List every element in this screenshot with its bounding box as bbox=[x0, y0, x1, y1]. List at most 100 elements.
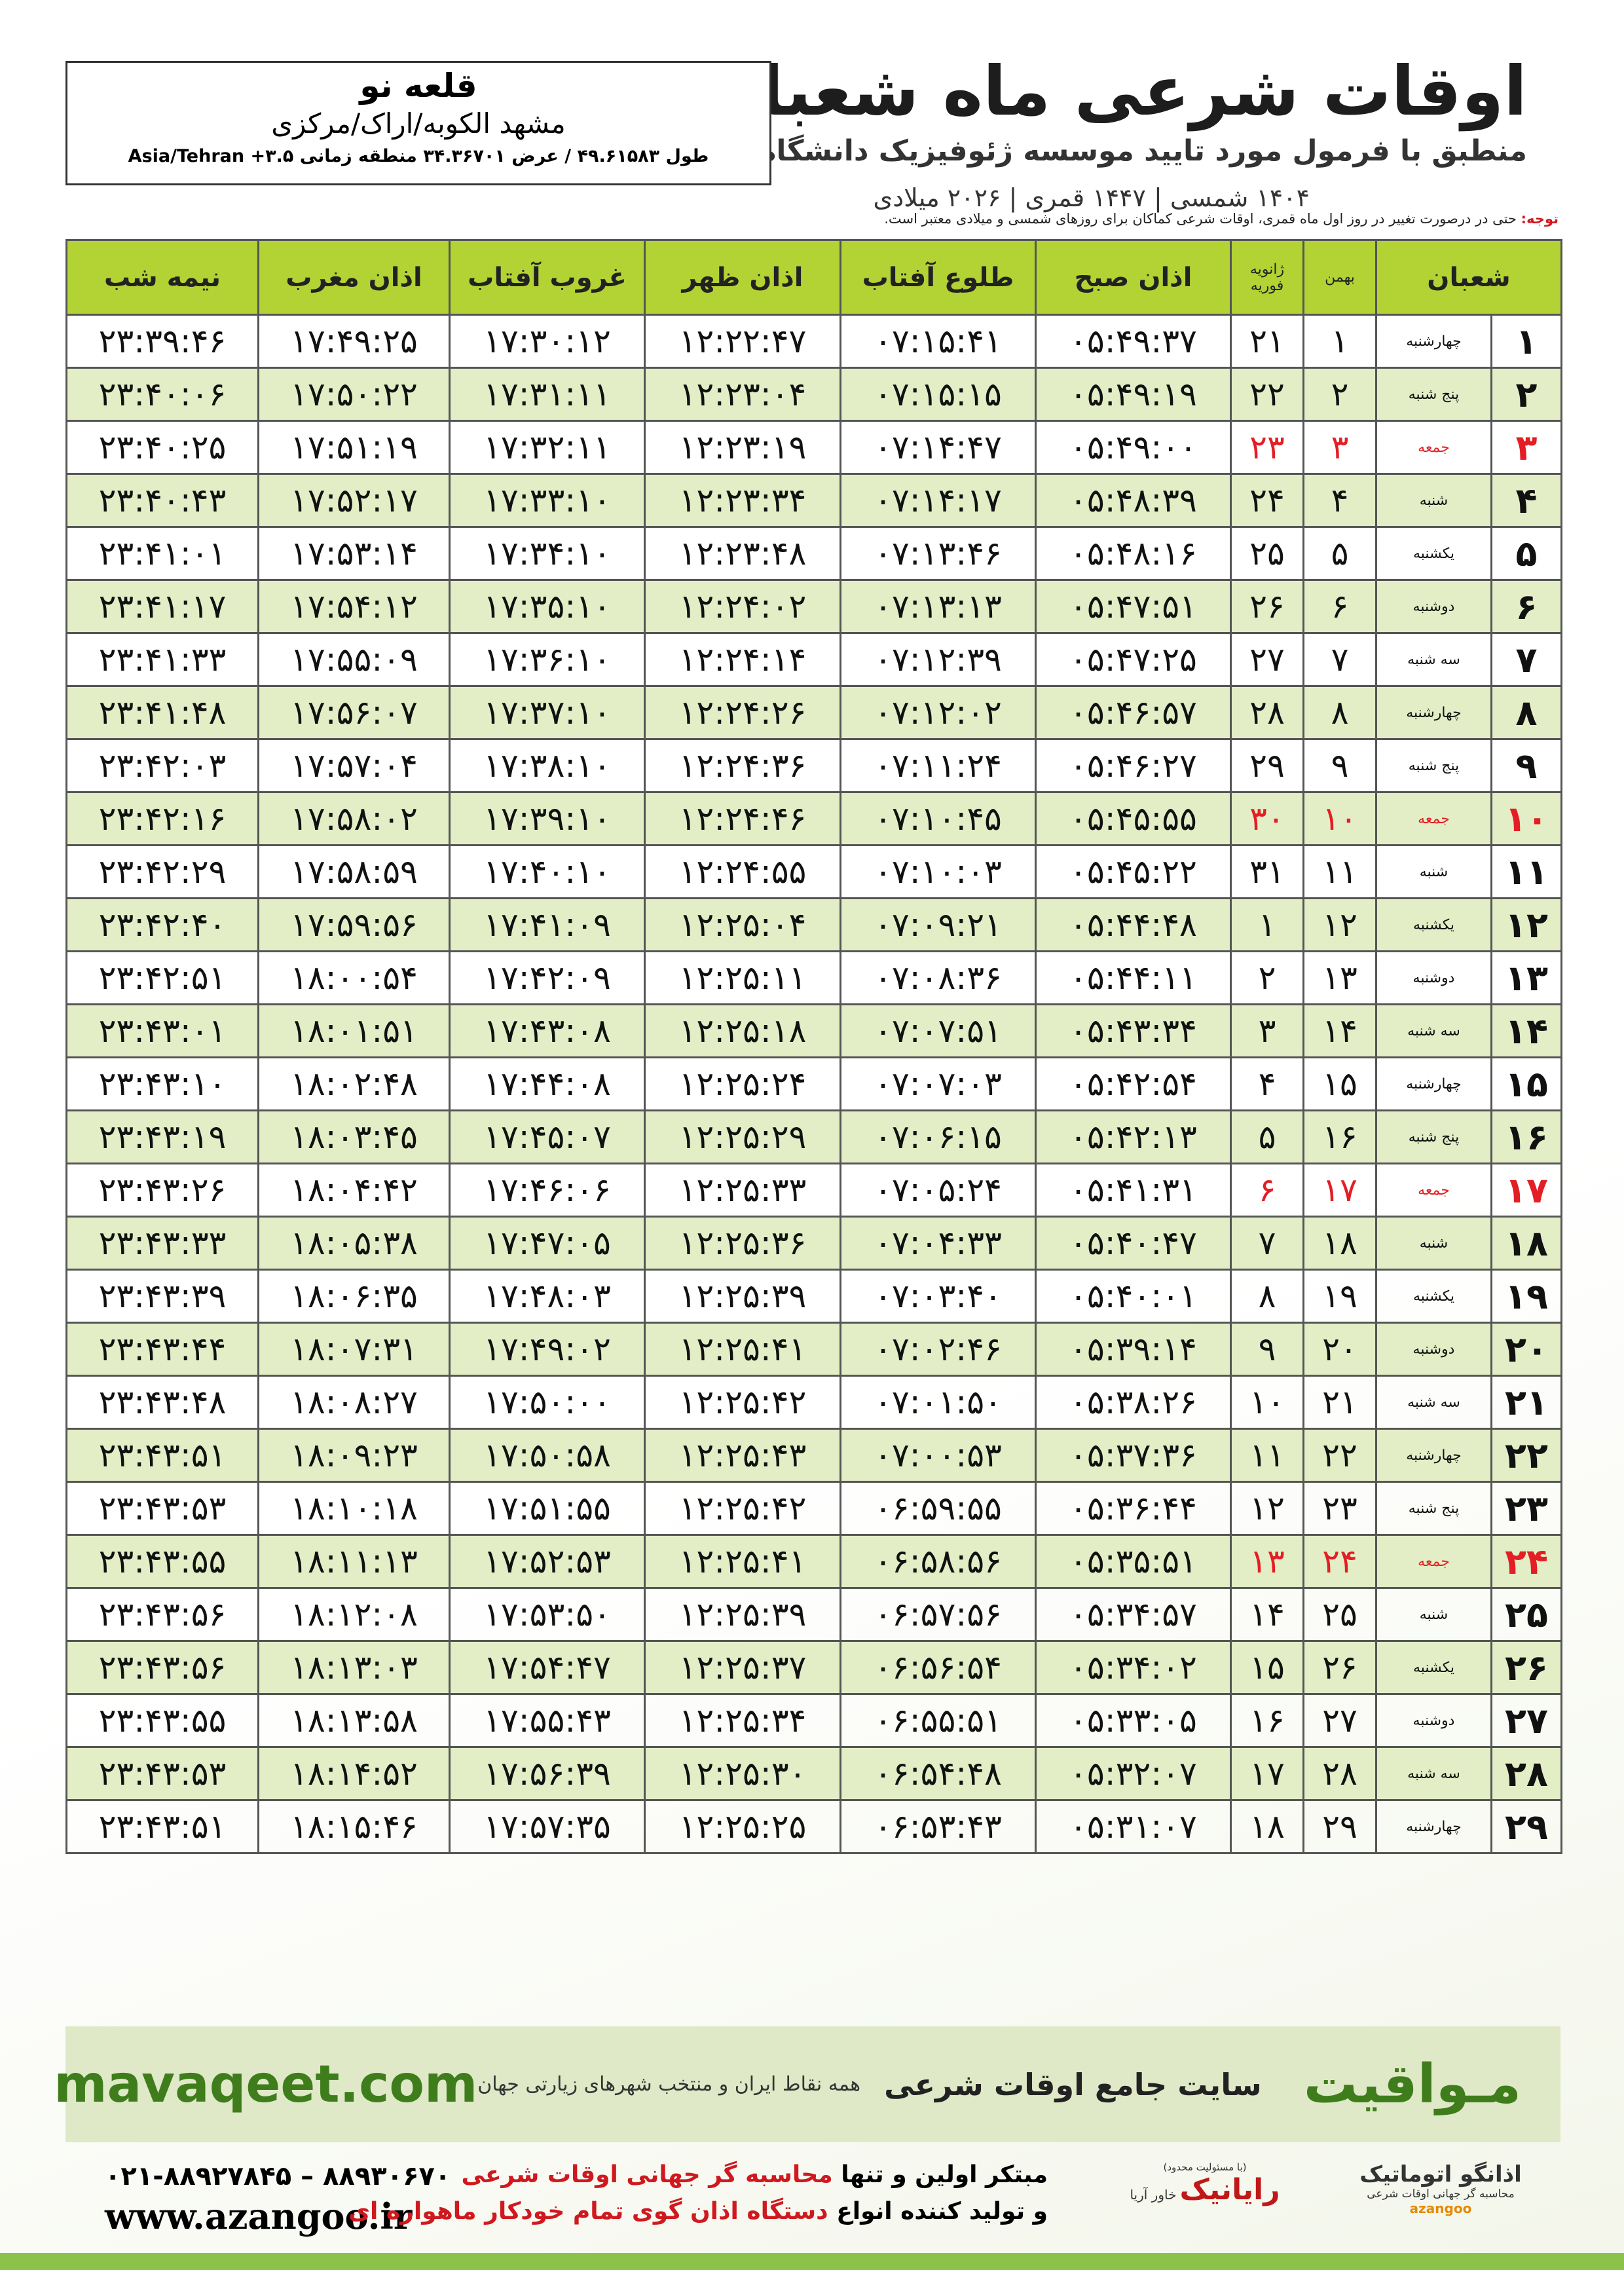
midnight: ۲۳:۴۳:۴۸ bbox=[65, 1375, 259, 1430]
dhuhr: ۱۲:۲۵:۴۲ bbox=[644, 1375, 841, 1430]
sunset: ۱۷:۳۸:۱۰ bbox=[449, 738, 646, 793]
sunrise: ۰۷:۰۲:۴۶ bbox=[840, 1322, 1037, 1377]
city: قلعه نو bbox=[360, 67, 477, 105]
weekday: شنبه bbox=[1375, 844, 1492, 899]
dhuhr: ۱۲:۲۴:۵۵ bbox=[644, 844, 841, 899]
day: ۱۷ bbox=[1490, 1163, 1562, 1218]
table-row: ۱ چهارشنبه ۱ ۲۱ ۰۵:۴۹:۳۷ ۰۷:۱۵:۴۱ ۱۲:۲۲:۴۷ ۱۷:۳… bbox=[65, 314, 1562, 369]
weekday: شنبه bbox=[1375, 1216, 1492, 1271]
sunrise: ۰۷:۱۴:۱۷ bbox=[840, 473, 1037, 528]
fajr: ۰۵:۴۳:۳۴ bbox=[1035, 1003, 1232, 1058]
sunrise: ۰۷:۰۶:۱۵ bbox=[840, 1109, 1037, 1164]
weekday: چهارشنبه bbox=[1375, 1056, 1492, 1111]
bahman-day: ۶ bbox=[1302, 579, 1377, 634]
day: ۱۵ bbox=[1490, 1056, 1562, 1111]
gregorian-day: ۴ bbox=[1230, 1056, 1304, 1111]
dhuhr: ۱۲:۲۵:۳۶ bbox=[644, 1216, 841, 1271]
table-row: ۸ چهارشنبه ۸ ۲۸ ۰۵:۴۶:۵۷ ۰۷:۱۲:۰۲ ۱۲:۲۴:۲۶ ۱۷:۳… bbox=[65, 685, 1562, 740]
dates: ۱۴۰۴ شمسی | ۱۴۴۷ قمری | ۲۰۲۶ میلادی bbox=[873, 183, 1310, 212]
bahman-day: ۱۸ bbox=[1302, 1216, 1377, 1271]
midnight: ۲۳:۴۰:۲۵ bbox=[65, 420, 259, 475]
sunset: ۱۷:۵۳:۵۰ bbox=[449, 1587, 646, 1642]
day: ۲۴ bbox=[1490, 1534, 1562, 1589]
tagline: سایت جامع اوقات شرعی bbox=[884, 2066, 1262, 2102]
weekday: پنج شنبه bbox=[1375, 367, 1492, 422]
weekday: سه شنبه bbox=[1375, 1003, 1492, 1058]
midnight: ۲۳:۴۲:۵۱ bbox=[65, 950, 259, 1005]
region: مشهد الکوبه/اراک/مرکزی bbox=[271, 107, 566, 140]
sunset: ۱۷:۴۳:۰۸ bbox=[449, 1003, 646, 1058]
midnight: ۲۳:۴۳:۳۹ bbox=[65, 1269, 259, 1324]
sunset: ۱۷:۵۰:۰۰ bbox=[449, 1375, 646, 1430]
table-row: ۲۱ سه شنبه ۲۱ ۱۰ ۰۵:۳۸:۲۶ ۰۷:۰۱:۵۰ ۱۲:۲۵:۴۲ ۱۷:… bbox=[65, 1375, 1562, 1430]
day: ۱۸ bbox=[1490, 1216, 1562, 1271]
day: ۳ bbox=[1490, 420, 1562, 475]
maghrib: ۱۷:۵۶:۰۷ bbox=[257, 685, 451, 740]
gregorian-day: ۸ bbox=[1230, 1269, 1304, 1324]
weekday: جمعه bbox=[1375, 791, 1492, 846]
midnight: ۲۳:۴۱:۱۷ bbox=[65, 579, 259, 634]
midnight: ۲۳:۴۱:۴۸ bbox=[65, 685, 259, 740]
day: ۱۳ bbox=[1490, 950, 1562, 1005]
sunrise: ۰۶:۵۵:۵۱ bbox=[840, 1693, 1037, 1748]
fajr: ۰۵:۳۷:۳۶ bbox=[1035, 1428, 1232, 1483]
maghrib: ۱۷:۵۸:۵۹ bbox=[257, 844, 451, 899]
maghrib: ۱۷:۵۸:۰۲ bbox=[257, 791, 451, 846]
weekday: سه شنبه bbox=[1375, 632, 1492, 687]
bahman-day: ۲۸ bbox=[1302, 1746, 1377, 1801]
sunrise: ۰۶:۵۴:۴۸ bbox=[840, 1746, 1037, 1801]
bahman-day: ۴ bbox=[1302, 473, 1377, 528]
day: ۵ bbox=[1490, 526, 1562, 581]
url[interactable]: www.azangoo.ir bbox=[105, 2195, 413, 2237]
column-header: غروب آفتاب bbox=[449, 239, 646, 316]
weekday: چهارشنبه bbox=[1375, 685, 1492, 740]
line-text: و تولید کننده انواع bbox=[836, 2198, 1048, 2225]
bahman-day: ۸ bbox=[1302, 685, 1377, 740]
gregorian-day: ۱۳ bbox=[1230, 1534, 1304, 1589]
column-header: ژانویه فوریه bbox=[1230, 239, 1304, 316]
gregorian-day: ۲۱ bbox=[1230, 314, 1304, 369]
sunset: ۱۷:۴۴:۰۸ bbox=[449, 1056, 646, 1111]
fajr: ۰۵:۳۸:۲۶ bbox=[1035, 1375, 1232, 1430]
note-text: حتی در درصورت تغییر در روز اول ماه قمری،… bbox=[884, 211, 1517, 227]
midnight: ۲۳:۴۳:۵۳ bbox=[65, 1746, 259, 1801]
logo-tag: محاسبه گر جهانی اوقات شرعی bbox=[1367, 2187, 1515, 2201]
table-row: ۱۶ پنج شنبه ۱۶ ۵ ۰۵:۴۲:۱۳ ۰۷:۰۶:۱۵ ۱۲:۲۵:۲۹ ۱۷:… bbox=[65, 1109, 1562, 1164]
gregorian-day: ۲۹ bbox=[1230, 738, 1304, 793]
line-highlight: دستگاه اذان گوی تمام خودکار ماهواره ای bbox=[348, 2198, 828, 2225]
fajr: ۰۵:۴۷:۲۵ bbox=[1035, 632, 1232, 687]
fajr: ۰۵:۳۲:۰۷ bbox=[1035, 1746, 1232, 1801]
fajr: ۰۵:۴۷:۵۱ bbox=[1035, 579, 1232, 634]
fajr: ۰۵:۴۹:۰۰ bbox=[1035, 420, 1232, 475]
dhuhr: ۱۲:۲۵:۴۳ bbox=[644, 1428, 841, 1483]
midnight: ۲۳:۳۹:۴۶ bbox=[65, 314, 259, 369]
sunrise: ۰۷:۱۳:۴۶ bbox=[840, 526, 1037, 581]
dhuhr: ۱۲:۲۵:۲۴ bbox=[644, 1056, 841, 1111]
fajr: ۰۵:۴۵:۵۵ bbox=[1035, 791, 1232, 846]
midnight: ۲۳:۴۲:۱۶ bbox=[65, 791, 259, 846]
dhuhr: ۱۲:۲۳:۰۴ bbox=[644, 367, 841, 422]
sunset: ۱۷:۴۷:۰۵ bbox=[449, 1216, 646, 1271]
gregorian-day: ۹ bbox=[1230, 1322, 1304, 1377]
day: ۲۷ bbox=[1490, 1693, 1562, 1748]
table-row: ۱۰ جمعه ۱۰ ۳۰ ۰۵:۴۵:۵۵ ۰۷:۱۰:۴۵ ۱۲:۲۴:۴۶ ۱۷:۳۹:… bbox=[65, 791, 1562, 846]
gregorian-day: ۲۸ bbox=[1230, 685, 1304, 740]
bahman-day: ۲۳ bbox=[1302, 1481, 1377, 1536]
weekday: سه شنبه bbox=[1375, 1746, 1492, 1801]
weekday: سه شنبه bbox=[1375, 1375, 1492, 1430]
bahman-day: ۳ bbox=[1302, 420, 1377, 475]
maghrib: ۱۸:۰۰:۵۴ bbox=[257, 950, 451, 1005]
note-label: توجه: bbox=[1521, 211, 1559, 227]
sunset: ۱۷:۳۲:۱۱ bbox=[449, 420, 646, 475]
gregorian-day: ۲۵ bbox=[1230, 526, 1304, 581]
table-row: ۳ جمعه ۳ ۲۳ ۰۵:۴۹:۰۰ ۰۷:۱۴:۴۷ ۱۲:۲۳:۱۹ ۱۷:۳۲:۱۱… bbox=[65, 420, 1562, 475]
bahman-day: ۲۱ bbox=[1302, 1375, 1377, 1430]
fajr: ۰۵:۳۴:۰۲ bbox=[1035, 1640, 1232, 1695]
sunrise: ۰۶:۵۷:۵۶ bbox=[840, 1587, 1037, 1642]
bahman-day: ۱ bbox=[1302, 314, 1377, 369]
website[interactable]: mavaqeet.com bbox=[54, 2055, 478, 2114]
fajr: ۰۵:۴۲:۱۳ bbox=[1035, 1109, 1232, 1164]
fajr: ۰۵:۴۸:۳۹ bbox=[1035, 473, 1232, 528]
sunrise: ۰۷:۱۲:۰۲ bbox=[840, 685, 1037, 740]
